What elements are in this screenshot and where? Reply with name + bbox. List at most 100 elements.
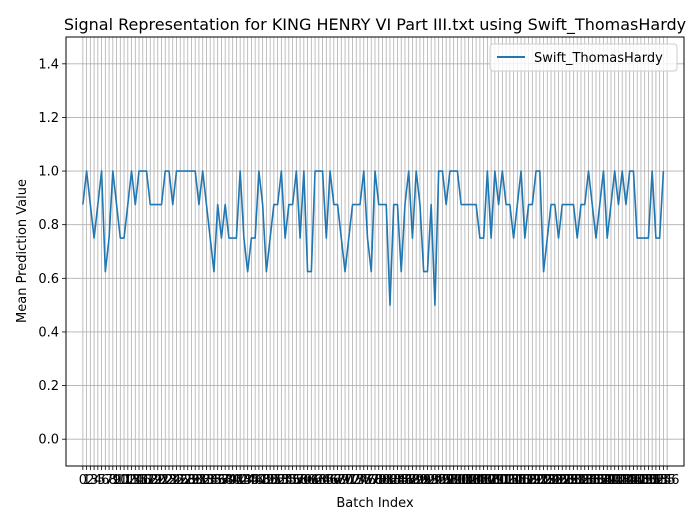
x-tick-label: 81 [378, 473, 395, 488]
x-tick-label: 51 [266, 473, 283, 488]
x-tick-label: 75 [355, 473, 372, 488]
x-tick-label: 106 [467, 473, 492, 488]
x-tick-label: 1 [82, 473, 90, 488]
x-tick-label: 41 [228, 473, 245, 488]
x-tick-label: 97 [438, 473, 455, 488]
x-tick-label: 45 [243, 473, 260, 488]
x-tick-label: 152 [640, 473, 665, 488]
x-tick-label: 103 [456, 473, 481, 488]
x-tick-label: 154 [647, 473, 672, 488]
x-tick-label: 87 [400, 473, 417, 488]
x-tick-label: 133 [569, 473, 594, 488]
x-tick-label: 40 [224, 473, 241, 488]
y-axis-label: Mean Prediction Value [15, 179, 30, 323]
x-tick-label: 38 [217, 473, 234, 488]
x-tick-label: 10 [112, 473, 129, 488]
x-tick-label: 90 [412, 473, 429, 488]
legend-label: Swift_ThomasHardy [534, 51, 663, 66]
x-tick-label: 27 [176, 473, 193, 488]
y-tick-label: 1.0 [38, 165, 59, 180]
x-tick-label: 151 [636, 473, 661, 488]
x-tick-label: 78 [367, 473, 384, 488]
x-tick-label: 108 [475, 473, 500, 488]
x-tick-label: 13 [123, 473, 140, 488]
x-tick-label: 28 [179, 473, 196, 488]
x-tick-label: 137 [584, 473, 609, 488]
x-tick-label: 19 [146, 473, 163, 488]
x-tick-label: 22 [157, 473, 174, 488]
x-tick-label: 42 [232, 473, 249, 488]
x-tick-label: 135 [576, 473, 601, 488]
x-tick-label: 113 [494, 473, 519, 488]
x-tick-label: 49 [258, 473, 275, 488]
x-tick-label: 60 [299, 473, 316, 488]
x-tick-label: 125 [539, 473, 564, 488]
x-tick-label: 132 [565, 473, 590, 488]
x-tick-label: 130 [557, 473, 582, 488]
x-tick-label: 26 [172, 473, 189, 488]
x-tick-label: 101 [449, 473, 474, 488]
x-tick-label: 33 [198, 473, 215, 488]
x-tick-label: 4 [94, 473, 102, 488]
x-tick-label: 21 [153, 473, 170, 488]
x-tick-label: 142 [602, 473, 627, 488]
x-tick-label: 65 [318, 473, 335, 488]
x-tick-label: 149 [629, 473, 654, 488]
x-tick-label: 24 [164, 473, 181, 488]
x-tick-label: 112 [490, 473, 515, 488]
x-tick-label: 119 [516, 473, 541, 488]
x-tick-label: 148 [625, 473, 650, 488]
x-tick-label: 99 [445, 473, 462, 488]
x-tick-label: 39 [221, 473, 238, 488]
x-tick-label: 0 [79, 473, 87, 488]
x-tick-label: 72 [344, 473, 361, 488]
x-tick-label: 83 [385, 473, 402, 488]
x-tick-label: 43 [236, 473, 253, 488]
y-tick-label: 1.2 [38, 111, 59, 126]
x-axis-ticks: 0123456789101112131415161718192021222324… [79, 466, 680, 488]
x-tick-label: 150 [632, 473, 657, 488]
x-tick-label: 54 [277, 473, 294, 488]
x-tick-label: 107 [471, 473, 496, 488]
legend-box [489, 43, 678, 72]
x-tick-label: 91 [415, 473, 432, 488]
x-tick-label: 95 [430, 473, 447, 488]
x-tick-label: 16 [135, 473, 152, 488]
x-tick-label: 12 [120, 473, 137, 488]
x-tick-label: 64 [314, 473, 331, 488]
y-tick-label: 0.0 [38, 433, 59, 448]
x-tick-label: 62 [307, 473, 324, 488]
x-tick-label: 56 [284, 473, 301, 488]
x-tick-label: 46 [247, 473, 264, 488]
x-tick-label: 120 [520, 473, 545, 488]
series-layer [82, 170, 665, 306]
x-tick-label: 141 [599, 473, 624, 488]
x-tick-label: 94 [427, 473, 444, 488]
x-tick-label: 124 [535, 473, 560, 488]
x-tick-label: 128 [550, 473, 575, 488]
x-tick-label: 127 [546, 473, 571, 488]
x-tick-label: 50 [262, 473, 279, 488]
x-tick-label: 31 [191, 473, 208, 488]
x-tick-label: 145 [614, 473, 639, 488]
x-tick-label: 34 [202, 473, 219, 488]
x-tick-label: 70 [337, 473, 354, 488]
series-line [82, 170, 665, 306]
x-tick-label: 57 [288, 473, 305, 488]
x-tick-label: 111 [486, 473, 511, 488]
x-axis-label: Batch Index [336, 496, 414, 511]
x-tick-label: 3 [90, 473, 98, 488]
x-tick-label: 115 [501, 473, 526, 488]
x-tick-label: 82 [382, 473, 399, 488]
x-tick-label: 131 [561, 473, 586, 488]
x-tick-label: 17 [138, 473, 155, 488]
x-tick-label: 98 [442, 473, 459, 488]
x-tick-label: 30 [187, 473, 204, 488]
x-tick-label: 84 [389, 473, 406, 488]
x-tick-label: 136 [580, 473, 605, 488]
x-tick-label: 86 [397, 473, 414, 488]
x-tick-label: 52 [269, 473, 286, 488]
x-tick-label: 129 [554, 473, 579, 488]
x-tick-label: 23 [161, 473, 178, 488]
y-tick-label: 0.4 [38, 325, 59, 340]
